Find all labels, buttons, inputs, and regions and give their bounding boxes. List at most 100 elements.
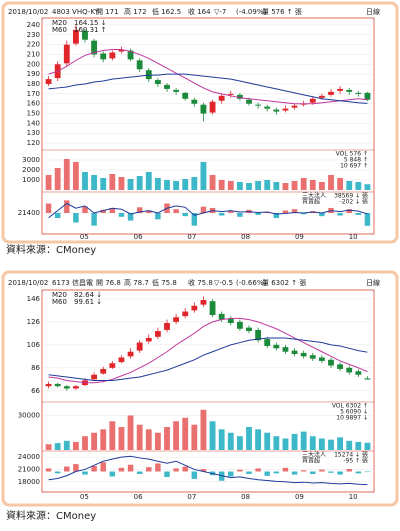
volume-bar (282, 438, 289, 450)
header-stock: 6173 信昌電 (52, 278, 93, 287)
volume-bar (118, 177, 125, 190)
institutional-bar (282, 467, 289, 472)
candle-body (355, 371, 362, 375)
institutional-bar (91, 213, 97, 226)
institutional-bar (337, 471, 343, 475)
institutional-bar (337, 213, 343, 216)
x-tick-label: 10 (349, 493, 358, 501)
volume-bar (255, 181, 262, 190)
volume-bar (54, 168, 61, 190)
volume-bar (118, 427, 125, 450)
volume-bar (300, 178, 307, 190)
volume-bar (136, 176, 143, 190)
candle-body (45, 79, 52, 84)
candle-body (164, 323, 170, 330)
institutional-bar (191, 213, 198, 226)
plot-frame (41, 289, 375, 493)
y-tick-label: 160 (27, 100, 40, 108)
moving-average-line (48, 49, 368, 105)
volume-bar (91, 432, 98, 450)
y-tick-label: 24000 (18, 453, 40, 461)
institutional-label: 三大法人 (302, 192, 326, 200)
volume-label: 5 848 ↑ (344, 157, 368, 164)
candle-body (364, 378, 371, 380)
header-stock: 4803 VHQ-KY (52, 8, 100, 16)
candle-body (173, 317, 180, 322)
volume-bar (355, 182, 362, 190)
institutional-bar (355, 471, 362, 474)
institutional-bar (82, 206, 88, 213)
institutional-bar (319, 469, 325, 472)
x-tick-label: 09 (295, 233, 304, 241)
institutional-bar (273, 213, 280, 219)
candle-body (264, 339, 271, 346)
volume-bar (309, 436, 316, 450)
institutional-bar (355, 213, 362, 215)
candle-body (264, 106, 271, 109)
candle-body (291, 350, 298, 355)
y-tick-label: 1000 (22, 176, 40, 184)
institutional-bar (109, 471, 116, 477)
volume-bar (173, 421, 180, 450)
candle-body (91, 40, 98, 55)
y-tick-label: 21400 (18, 209, 40, 217)
candle-body (282, 347, 289, 352)
volume-bar (264, 180, 271, 190)
y-tick-label: 230 (27, 31, 40, 39)
header-close: 收 75.8 (188, 278, 213, 287)
candle-body (282, 108, 289, 111)
volume-bar (91, 175, 98, 190)
candle-body (118, 357, 125, 363)
candle-body (127, 351, 134, 357)
y-tick-label: 140 (27, 119, 40, 127)
volume-bar (337, 437, 344, 450)
candle-body (82, 30, 88, 40)
institutional-label: 買賣超 (302, 198, 320, 206)
volume-bar (72, 162, 79, 190)
institutional-bar (310, 471, 316, 474)
volume-bar (100, 429, 107, 450)
candle-body (236, 94, 243, 99)
institutional-bar (82, 471, 88, 475)
institutional-bar (91, 465, 97, 472)
candle-body (236, 321, 243, 329)
volume-bar (218, 180, 225, 190)
institutional-bar (218, 471, 225, 481)
institutional-line (48, 455, 368, 486)
candle-body (246, 99, 252, 104)
institutional-bar (255, 468, 261, 472)
legend-value: 160.31 ↑ (74, 26, 107, 34)
volume-label: 5 6090 ↓ (340, 409, 368, 416)
x-tick-label: 05 (80, 233, 89, 241)
y-tick-label: 210 (27, 50, 40, 58)
volume-bar (273, 436, 280, 450)
volume-bar (282, 183, 289, 190)
institutional-bar (45, 203, 52, 213)
candle-body (337, 88, 344, 91)
legend-value: 99.61 ↓ (74, 298, 102, 306)
header-volume: 量 576 ↑ 張 (262, 8, 302, 16)
y-tick-label: 180 (27, 80, 40, 88)
volume-bar (273, 182, 280, 190)
institutional-bar (228, 471, 234, 477)
institutional-bar (264, 471, 270, 476)
institutional-bar (164, 471, 170, 478)
volume-bar (45, 175, 52, 190)
y-tick-label: 66 (31, 387, 40, 395)
candle-body (154, 331, 161, 337)
panel-frame (1, 1, 399, 244)
x-tick-label: 07 (187, 233, 196, 241)
institutional-bar (237, 213, 243, 217)
volume-bar (309, 180, 316, 190)
y-tick-label: 21000 (18, 465, 40, 473)
institutional-bar (173, 468, 179, 472)
volume-bar (255, 429, 262, 450)
institutional-bar (54, 213, 61, 219)
candle-body (318, 95, 325, 98)
institutional-bar (64, 200, 70, 213)
y-tick-label: 106 (27, 341, 41, 349)
candle-body (273, 344, 280, 349)
header-low: 低 162.5 (152, 7, 181, 16)
volume-bar (346, 440, 353, 450)
y-tick-label: 126 (27, 318, 41, 326)
